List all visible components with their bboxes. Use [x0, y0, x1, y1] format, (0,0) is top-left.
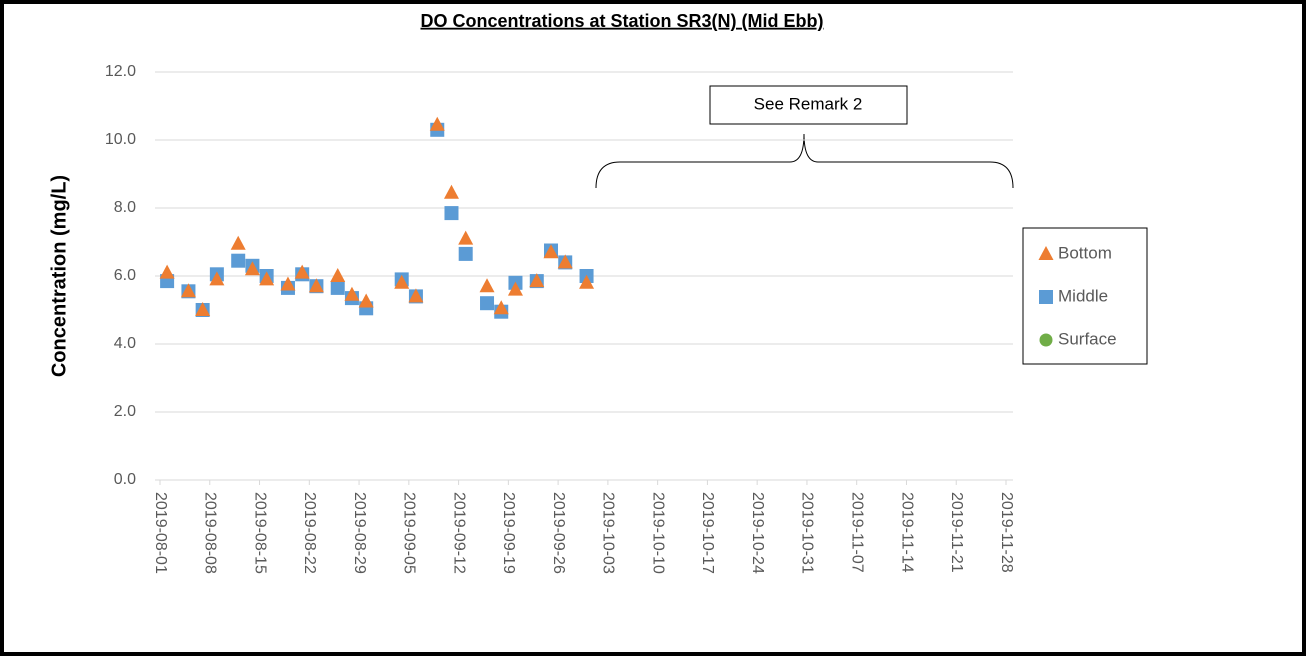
point	[344, 286, 360, 301]
x-tick-label: 2019-09-05	[401, 492, 418, 574]
x-tick-label: 2019-08-01	[152, 492, 169, 574]
point	[543, 244, 559, 259]
point	[259, 271, 275, 286]
x-tick-label: 2019-09-12	[450, 492, 467, 574]
x-tick-label: 2019-08-08	[202, 492, 219, 574]
x-tick-label: 2019-08-22	[301, 492, 318, 574]
point	[294, 264, 310, 279]
point	[159, 264, 175, 279]
point	[408, 288, 424, 303]
annotation-box	[709, 85, 908, 125]
x-tick-label: 2019-10-03	[600, 492, 617, 574]
legend-label: Surface	[1058, 329, 1117, 348]
x-tick-label: 2019-10-24	[749, 492, 766, 574]
x-tick-label: 2019-10-31	[799, 492, 816, 574]
y-tick-label: 0.0	[114, 471, 136, 488]
annotation-brace	[595, 133, 1014, 189]
y-tick-label: 10.0	[105, 131, 136, 148]
point	[429, 116, 445, 131]
point	[557, 254, 573, 269]
y-tick-label: 6.0	[114, 267, 136, 284]
point	[394, 274, 410, 289]
point	[280, 276, 296, 291]
point	[244, 261, 260, 276]
point	[330, 268, 346, 282]
x-tick-label: 2019-11-21	[948, 492, 965, 573]
point	[330, 280, 345, 295]
annotation: See Remark 2	[754, 94, 863, 113]
x-tick-label: 2019-11-07	[848, 492, 865, 573]
y-tick-label: 12.0	[105, 63, 136, 80]
point	[479, 278, 495, 293]
point	[230, 235, 246, 250]
point	[579, 274, 595, 289]
point	[458, 230, 474, 245]
x-tick-label: 2019-11-14	[898, 492, 915, 573]
point	[507, 281, 523, 296]
point	[458, 246, 473, 261]
point	[209, 271, 225, 286]
point	[358, 293, 374, 308]
x-tick-label: 2019-09-26	[550, 492, 567, 574]
x-tick-label: 2019-11-28	[998, 492, 1015, 573]
point	[493, 300, 509, 315]
point	[529, 273, 545, 288]
chart-title: DO Concentrations at Station SR3(N) (Mid…	[421, 11, 824, 31]
point	[195, 302, 211, 316]
point	[308, 278, 324, 293]
x-tick-label: 2019-09-19	[500, 492, 517, 574]
x-tick-label: 2019-08-29	[351, 492, 368, 574]
point	[480, 296, 495, 311]
y-axis-label: Concentration (mg/L)	[48, 175, 70, 377]
point	[180, 283, 196, 298]
y-tick-label: 8.0	[114, 199, 136, 216]
x-tick-label: 2019-10-17	[699, 492, 716, 574]
x-tick-label: 2019-10-10	[649, 492, 666, 574]
legend-marker	[1038, 246, 1054, 260]
y-tick-label: 4.0	[114, 335, 136, 352]
point	[444, 206, 459, 221]
legend-marker	[1039, 290, 1053, 304]
legend-marker	[1039, 333, 1053, 347]
legend-label: Middle	[1058, 286, 1108, 305]
legend-label: Bottom	[1058, 243, 1112, 262]
point	[443, 184, 459, 199]
y-tick-label: 2.0	[114, 403, 136, 420]
point	[231, 253, 246, 268]
x-tick-label: 2019-08-15	[251, 492, 268, 574]
